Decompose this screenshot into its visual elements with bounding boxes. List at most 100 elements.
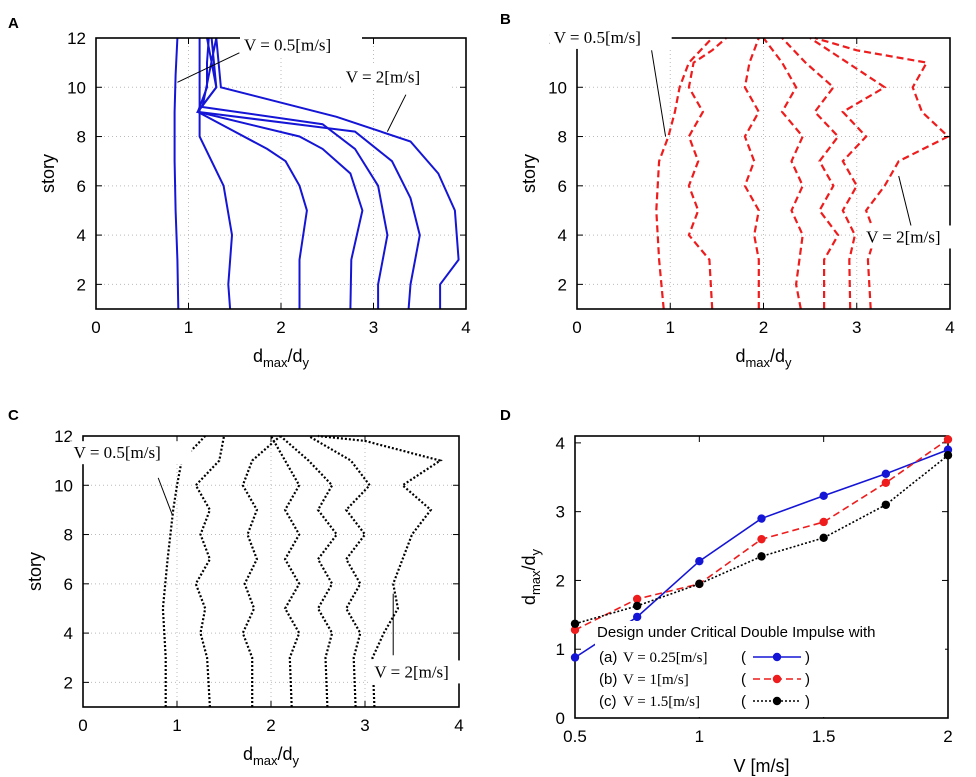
series-line-1 <box>655 37 713 310</box>
series-line-7 <box>215 37 460 309</box>
legend-paren-close: ) <box>805 693 810 710</box>
series-line-5 <box>279 435 339 708</box>
x-axis-label-part-2: / <box>278 744 283 764</box>
x-axis-label-part-3: d <box>775 346 785 366</box>
y-tick-label: 4 <box>77 226 86 245</box>
series-line-3 <box>196 37 308 309</box>
series-a-marker <box>632 612 642 622</box>
annotation-label-2: V = 2[m/s] <box>866 227 940 246</box>
series-line-3 <box>743 37 761 309</box>
series-c-marker <box>632 601 642 611</box>
series-b-marker <box>632 594 642 604</box>
y-tick-label: 1 <box>556 640 565 659</box>
x-tick-label: 1.5 <box>812 727 836 746</box>
annotation-leader-2 <box>386 94 407 132</box>
legend-label-c: V = 1.5[m/s] <box>623 694 700 710</box>
y-tick-label: 4 <box>556 434 565 453</box>
legend-swatch-marker-a <box>772 652 782 662</box>
annotation-bg-2 <box>341 65 450 89</box>
panel-letter-c: C <box>8 407 19 424</box>
series-c-marker <box>819 533 828 542</box>
legend-paren-close: ) <box>805 671 810 688</box>
series-b-marker <box>570 625 580 635</box>
series-line-7 <box>317 434 443 708</box>
y-tick-label: 0 <box>556 709 565 728</box>
y-axis-label-part-0: d <box>519 595 539 605</box>
series-line-2 <box>687 37 727 310</box>
annotation-label-1: V = 0.5[m/s] <box>74 443 161 462</box>
series-c-marker <box>695 579 704 589</box>
y-tick-label: 4 <box>64 624 73 643</box>
annotation-label-1: V = 0.5[m/s] <box>244 35 331 54</box>
annotation-bg-1 <box>69 441 192 465</box>
x-axis-label-part-3: d <box>293 346 303 366</box>
x-axis-text: dmax/dy <box>735 346 792 370</box>
series-line-7 <box>814 36 951 310</box>
y-tick-label: 4 <box>558 226 567 245</box>
legend-title: Design under Critical Double Impulse wit… <box>597 624 875 641</box>
y-axis-text: dmax/dy <box>519 548 543 605</box>
annotation-label-1: V = 0.5[m/s] <box>554 28 641 47</box>
x-axis-label-part-0: d <box>253 346 263 366</box>
y-axis-label: dmax/dy <box>519 548 543 605</box>
x-tick-label: 4 <box>461 318 470 337</box>
x-tick-label: 3 <box>852 318 861 337</box>
y-axis-label: story <box>519 154 539 193</box>
x-axis-label: V [m/s] <box>733 756 789 776</box>
series-line-4 <box>270 435 301 708</box>
y-tick-label: 10 <box>67 78 86 97</box>
series-a-marker <box>881 469 891 479</box>
series-line-5 <box>201 37 389 309</box>
series-a-marker <box>570 653 580 662</box>
series-a-marker <box>819 491 828 501</box>
legend-swatch-marker-c <box>772 696 782 706</box>
x-axis-label-part-0: d <box>735 346 745 366</box>
y-axis-label-part-3: d <box>519 555 539 565</box>
annotation-bg-2 <box>370 660 479 684</box>
series-line-6 <box>809 37 887 310</box>
y-tick-label: 6 <box>558 177 567 196</box>
x-tick-label: 1 <box>172 716 181 735</box>
annotation-leader-1 <box>651 50 667 137</box>
x-axis-label-part-4: y <box>785 355 792 370</box>
series-line-b <box>574 438 949 631</box>
x-axis-label-part-2: / <box>288 346 293 366</box>
x-tick-label: 0 <box>91 318 100 337</box>
y-tick-label: 8 <box>77 128 86 147</box>
series-b-marker <box>943 435 953 444</box>
annotation-leader-1 <box>157 477 173 516</box>
series-c-marker <box>570 619 580 628</box>
series-line-2 <box>198 38 234 310</box>
panel-letter-a: A <box>8 15 19 32</box>
y-tick-label: 6 <box>77 177 86 196</box>
y-axis-label-part-2: / <box>519 565 539 570</box>
x-tick-label: 2 <box>266 716 275 735</box>
x-axis-label-part-4: y <box>293 753 300 768</box>
plot-frame <box>574 435 949 719</box>
x-axis-label-part-4: y <box>303 355 310 370</box>
y-axis-label-part-1: max <box>528 570 543 595</box>
series-a-marker <box>757 514 766 523</box>
series-line-1 <box>173 37 180 310</box>
x-axis-label-part-1: max <box>745 355 770 370</box>
x-tick-label: 0.5 <box>563 727 587 746</box>
x-axis-text: dmax/dy <box>243 744 300 768</box>
y-tick-label: 12 <box>54 427 73 446</box>
x-tick-label: 3 <box>369 318 378 337</box>
legend-label-a: V = 0.25[m/s] <box>623 650 707 666</box>
series-b-marker <box>881 478 891 487</box>
series-c-marker <box>757 552 766 561</box>
annotation-bg-1 <box>549 25 672 49</box>
x-tick-label: 2 <box>943 727 952 746</box>
annotation-leader-2 <box>898 175 914 233</box>
annotation-label-2: V = 2[m/s] <box>346 67 420 86</box>
annotation-label-2: V = 2[m/s] <box>374 662 448 681</box>
series-line-5 <box>781 37 840 309</box>
panel-letter-d: D <box>500 407 511 424</box>
y-tick-label: 2 <box>64 673 73 692</box>
y-tick-label: 6 <box>64 575 73 594</box>
